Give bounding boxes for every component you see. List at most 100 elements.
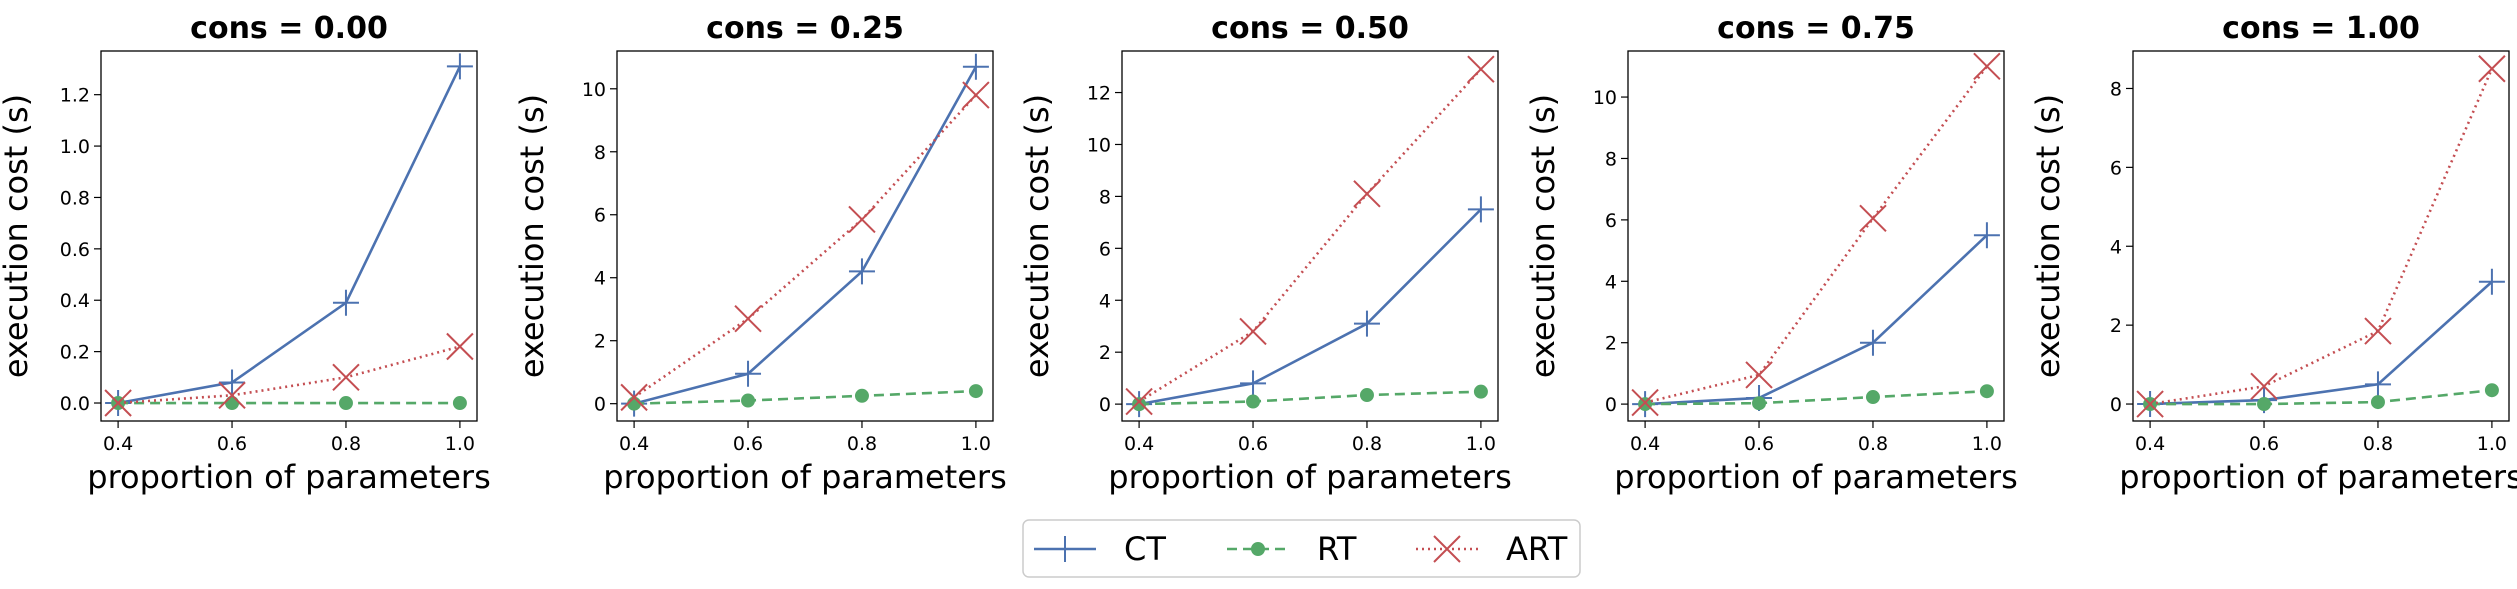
y-tick-label: 10 <box>1593 87 1617 109</box>
series-line-RT <box>1645 389 1987 406</box>
y-tick-label: 4 <box>2110 236 2122 258</box>
data-point-CT <box>2364 371 2391 398</box>
axes-frame <box>1121 50 1499 422</box>
x-tick-label: 0.4 <box>2135 433 2165 455</box>
series-line-CT <box>2150 280 2493 406</box>
data-point-ART <box>1745 361 1773 389</box>
y-axis-label: execution cost (s) <box>1524 94 1562 378</box>
data-point-RT <box>854 388 869 403</box>
y-axis-label: execution cost (s) <box>0 94 35 378</box>
panel-title: cons = 0.50 <box>1211 11 1409 46</box>
x-tick-label: 0.8 <box>331 433 361 455</box>
legend-marker-RT <box>1251 542 1265 556</box>
legend-marker-CT <box>1052 536 1078 562</box>
y-tick-label: 8 <box>2110 78 2122 100</box>
y-tick-label: 0.2 <box>60 342 90 364</box>
data-point-ART <box>1125 387 1153 416</box>
series-line-ART <box>118 345 461 405</box>
data-point-CT <box>962 53 989 80</box>
y-tick-label: 0.6 <box>60 239 90 261</box>
series-line-RT <box>2150 388 2493 406</box>
y-tick-label: 12 <box>1087 83 1111 105</box>
data-point-RT <box>2257 397 2272 412</box>
y-axis-label: execution cost (s) <box>513 94 551 378</box>
series-line-CT <box>117 65 462 405</box>
data-point-ART <box>1973 52 2001 81</box>
legend-label-RT: RT <box>1317 530 1357 568</box>
data-point-CT <box>1467 196 1494 223</box>
data-point-CT <box>1973 222 2000 249</box>
y-tick-label: 4 <box>594 268 606 290</box>
x-axis-label: proportion of parameters <box>87 458 490 496</box>
x-axis-label: proportion of parameters <box>1108 458 1511 496</box>
x-axis-label: proportion of parameters <box>603 458 1006 496</box>
data-point-ART <box>104 389 132 417</box>
data-point-RT <box>2484 383 2499 398</box>
data-point-ART <box>734 304 762 333</box>
data-point-CT <box>332 289 359 316</box>
chart-panel-2: cons = 0.50 0.4 0.6 0.8 1.0 0 2 4 6 8 10 12 proporti… <box>1018 11 1512 496</box>
x-tick-label: 0.8 <box>2363 433 2393 455</box>
y-tick-label: 0 <box>1099 394 1111 416</box>
data-point-RT <box>1979 384 1994 399</box>
data-point-ART <box>2250 372 2278 400</box>
data-point-RT <box>741 393 756 408</box>
data-point-CT <box>1240 370 1267 397</box>
series-line-RT <box>1139 390 1481 406</box>
y-tick-label: 0.4 <box>60 290 90 312</box>
series-line-ART <box>633 94 977 399</box>
y-tick-label: 0 <box>594 394 606 416</box>
y-tick-label: 2 <box>594 331 606 353</box>
y-tick-label: 0 <box>1605 394 1617 416</box>
data-point-CT <box>446 53 473 80</box>
panel-title: cons = 1.00 <box>2222 11 2420 46</box>
data-point-CT <box>1353 310 1380 337</box>
data-point-ART <box>1631 388 1659 417</box>
y-tick-label: 1.0 <box>60 136 90 158</box>
x-tick-label: 0.6 <box>1744 433 1774 455</box>
x-tick-label: 0.4 <box>619 433 649 455</box>
x-tick-label: 1.0 <box>2477 433 2507 455</box>
series-line-ART <box>1138 68 1482 403</box>
y-axis-label: execution cost (s) <box>2029 94 2067 378</box>
data-point-ART <box>2136 390 2164 418</box>
data-point-ART <box>962 81 990 109</box>
legend-label-CT: CT <box>1124 530 1166 568</box>
data-point-ART <box>2364 317 2392 345</box>
data-point-ART <box>2478 55 2506 83</box>
series-line-CT <box>1138 208 1482 406</box>
x-tick-label: 0.8 <box>1352 433 1382 455</box>
y-tick-label: 6 <box>2110 157 2122 179</box>
data-point-RT <box>1865 390 1880 405</box>
data-point-ART <box>1859 204 1887 233</box>
x-tick-label: 0.4 <box>1630 433 1660 455</box>
x-tick-label: 0.6 <box>733 433 763 455</box>
chart-panel-1: cons = 0.25 0.4 0.6 0.8 1.0 0 2 4 6 8 10 proportion… <box>513 11 1007 496</box>
data-point-ART <box>1239 317 1267 346</box>
data-point-RT <box>1359 388 1374 403</box>
data-point-CT <box>848 258 875 285</box>
y-tick-label: 0.8 <box>60 187 90 209</box>
x-tick-label: 0.6 <box>2249 433 2279 455</box>
data-point-ART <box>446 332 474 361</box>
x-tick-label: 0.8 <box>847 433 877 455</box>
y-tick-label: 8 <box>1605 148 1617 170</box>
axes-frame <box>616 50 994 422</box>
legend-marker-ART <box>1433 535 1461 563</box>
series-line-RT <box>634 389 976 405</box>
data-point-ART <box>218 381 246 410</box>
chart-panel-4: cons = 1.00 0.4 0.6 0.8 1.0 0 2 4 6 8 proportion o… <box>2029 11 2517 496</box>
y-tick-label: 6 <box>1099 238 1111 260</box>
x-tick-label: 0.4 <box>1124 433 1154 455</box>
data-point-CT <box>219 369 246 396</box>
data-point-CT <box>735 360 762 387</box>
y-tick-label: 1.2 <box>60 85 90 107</box>
y-tick-label: 2 <box>2110 315 2122 337</box>
y-tick-label: 2 <box>1605 333 1617 355</box>
y-tick-label: 0 <box>2110 394 2122 416</box>
x-tick-label: 0.4 <box>103 433 133 455</box>
data-point-ART <box>848 205 876 234</box>
data-point-RT <box>338 396 353 411</box>
axes-frame <box>1627 50 2005 422</box>
